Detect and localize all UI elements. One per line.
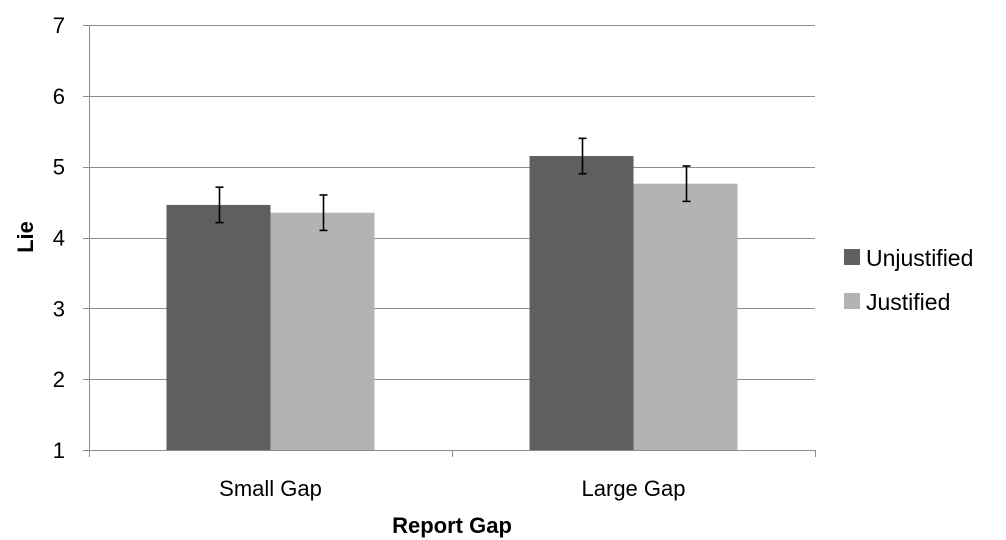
legend: Unjustified Justified [844, 245, 973, 315]
legend-label-unjustified: Unjustified [866, 245, 973, 271]
bars [166, 156, 738, 450]
y-tick-label: 5 [53, 155, 65, 180]
bar-unjustified-small-gap [166, 204, 271, 450]
bar-justified-small-gap [270, 212, 375, 450]
legend-swatch-unjustified [844, 249, 860, 265]
y-tick-label: 4 [53, 226, 65, 251]
y-tick-labels: 1 2 3 4 5 6 7 [53, 13, 65, 463]
x-tick-labels: Small Gap Large Gap [219, 476, 685, 501]
x-tick-label: Large Gap [582, 476, 686, 501]
error-bar [319, 194, 328, 232]
legend-swatch-justified [844, 293, 860, 309]
axes [83, 25, 816, 457]
error-bar [578, 137, 587, 175]
bar-unjustified-large-gap [529, 156, 634, 450]
y-tick-label: 7 [53, 13, 65, 38]
legend-label-justified: Justified [866, 289, 950, 315]
error-bar [682, 165, 691, 203]
x-tick-label: Small Gap [219, 476, 322, 501]
x-axis-title: Report Gap [392, 513, 512, 538]
error-bar [215, 186, 224, 224]
y-tick-label: 1 [53, 438, 65, 463]
error-bars [215, 137, 691, 232]
bar-justified-large-gap [633, 183, 738, 450]
y-tick-label: 3 [53, 296, 65, 321]
y-tick-label: 2 [53, 367, 65, 392]
y-tick-label: 6 [53, 84, 65, 109]
y-axis-title: Lie [13, 221, 38, 253]
